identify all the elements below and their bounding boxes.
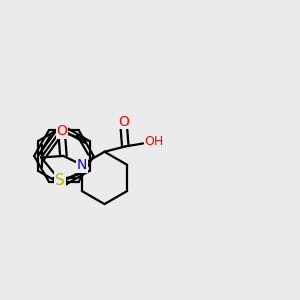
Text: S: S xyxy=(55,173,65,188)
Text: N: N xyxy=(77,158,87,172)
Text: OH: OH xyxy=(145,136,164,148)
Text: O: O xyxy=(118,115,129,129)
Text: O: O xyxy=(56,124,68,138)
